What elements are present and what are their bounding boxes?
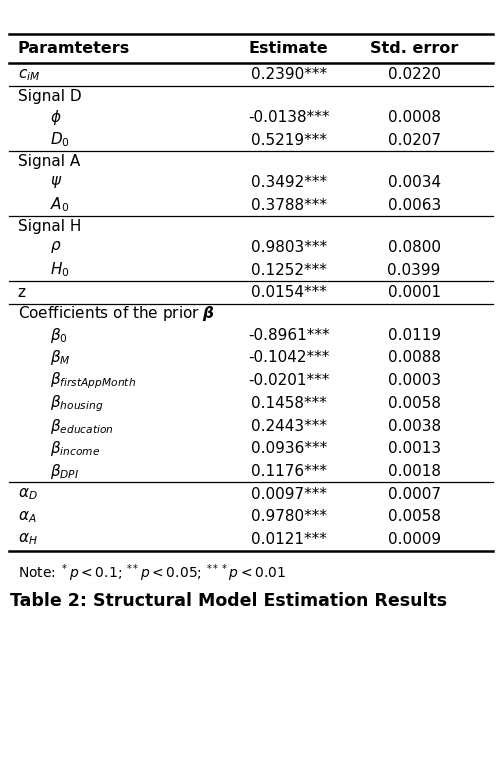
Text: Std. error: Std. error xyxy=(369,41,457,56)
Text: -0.1042***: -0.1042*** xyxy=(247,350,329,366)
Text: 0.0058: 0.0058 xyxy=(387,510,440,524)
Text: 0.9780***: 0.9780*** xyxy=(250,510,326,524)
Text: $\beta_{education}$: $\beta_{education}$ xyxy=(50,417,114,436)
Text: 0.5219***: 0.5219*** xyxy=(250,132,326,148)
Text: $\beta_{income}$: $\beta_{income}$ xyxy=(50,440,100,458)
Text: 0.9803***: 0.9803*** xyxy=(250,240,326,255)
Text: 0.3788***: 0.3788*** xyxy=(250,198,326,213)
Text: 0.0008: 0.0008 xyxy=(387,110,440,125)
Text: 0.2443***: 0.2443*** xyxy=(250,419,326,434)
Text: 0.0936***: 0.0936*** xyxy=(250,441,326,457)
Text: Signal D: Signal D xyxy=(18,89,81,104)
Text: $\beta_{DPI}$: $\beta_{DPI}$ xyxy=(50,462,79,481)
Text: 0.0088: 0.0088 xyxy=(387,350,440,366)
Text: 0.0013: 0.0013 xyxy=(387,441,440,457)
Text: 0.0038: 0.0038 xyxy=(387,419,440,434)
Text: Signal A: Signal A xyxy=(18,154,80,169)
Text: Signal H: Signal H xyxy=(18,219,81,234)
Text: 0.0063: 0.0063 xyxy=(387,198,440,213)
Text: 0.0001: 0.0001 xyxy=(387,286,440,300)
Text: -0.8961***: -0.8961*** xyxy=(247,328,329,343)
Text: $\beta_M$: $\beta_M$ xyxy=(50,349,71,367)
Text: $\alpha_A$: $\alpha_A$ xyxy=(18,509,36,525)
Text: $A_0$: $A_0$ xyxy=(50,196,70,214)
Text: 0.0121***: 0.0121*** xyxy=(250,532,326,547)
Text: $D_0$: $D_0$ xyxy=(50,131,70,149)
Text: $\phi$: $\phi$ xyxy=(50,108,62,127)
Text: Paramteters: Paramteters xyxy=(18,41,130,56)
Text: Note: $^*p < 0.1$; $^{**}p < 0.05$; $^{***}p < 0.01$: Note: $^*p < 0.1$; $^{**}p < 0.05$; $^{*… xyxy=(18,563,285,584)
Text: 0.0097***: 0.0097*** xyxy=(250,487,326,502)
Text: -0.0201***: -0.0201*** xyxy=(247,373,329,388)
Text: 0.1176***: 0.1176*** xyxy=(250,464,326,479)
Text: 0.0207: 0.0207 xyxy=(387,132,440,148)
Text: Estimate: Estimate xyxy=(248,41,328,56)
Text: 0.0119: 0.0119 xyxy=(387,328,440,343)
Text: -0.0138***: -0.0138*** xyxy=(247,110,329,125)
Text: $\rho$: $\rho$ xyxy=(50,239,62,256)
Text: 0.0399: 0.0399 xyxy=(387,263,440,278)
Text: $H_0$: $H_0$ xyxy=(50,261,70,280)
Text: 0.3492***: 0.3492*** xyxy=(250,175,326,190)
Text: 0.0800: 0.0800 xyxy=(387,240,440,255)
Text: 0.0154***: 0.0154*** xyxy=(250,286,326,300)
Text: 0.0034: 0.0034 xyxy=(387,175,440,190)
Text: 0.0009: 0.0009 xyxy=(387,532,440,547)
Text: z: z xyxy=(18,286,26,300)
Text: $\beta_{firstAppMonth}$: $\beta_{firstAppMonth}$ xyxy=(50,370,136,391)
Text: 0.0018: 0.0018 xyxy=(387,464,440,479)
Text: $\alpha_H$: $\alpha_H$ xyxy=(18,532,37,547)
Text: 0.0220: 0.0220 xyxy=(387,68,440,82)
Text: 0.0058: 0.0058 xyxy=(387,396,440,411)
Text: $\psi$: $\psi$ xyxy=(50,174,62,190)
Text: $\alpha_D$: $\alpha_D$ xyxy=(18,487,37,502)
Text: $\beta_0$: $\beta_0$ xyxy=(50,326,68,345)
Text: Coefficients of the prior $\boldsymbol{\beta}$: Coefficients of the prior $\boldsymbol{\… xyxy=(18,304,214,323)
Text: $\beta_{housing}$: $\beta_{housing}$ xyxy=(50,393,103,413)
Text: $c_{iM}$: $c_{iM}$ xyxy=(18,67,40,83)
Text: 0.1252***: 0.1252*** xyxy=(250,263,326,278)
Text: 0.0007: 0.0007 xyxy=(387,487,440,502)
Text: Table 2: Structural Model Estimation Results: Table 2: Structural Model Estimation Res… xyxy=(10,592,446,610)
Text: 0.1458***: 0.1458*** xyxy=(250,396,326,411)
Text: 0.0003: 0.0003 xyxy=(387,373,440,388)
Text: 0.2390***: 0.2390*** xyxy=(250,68,326,82)
